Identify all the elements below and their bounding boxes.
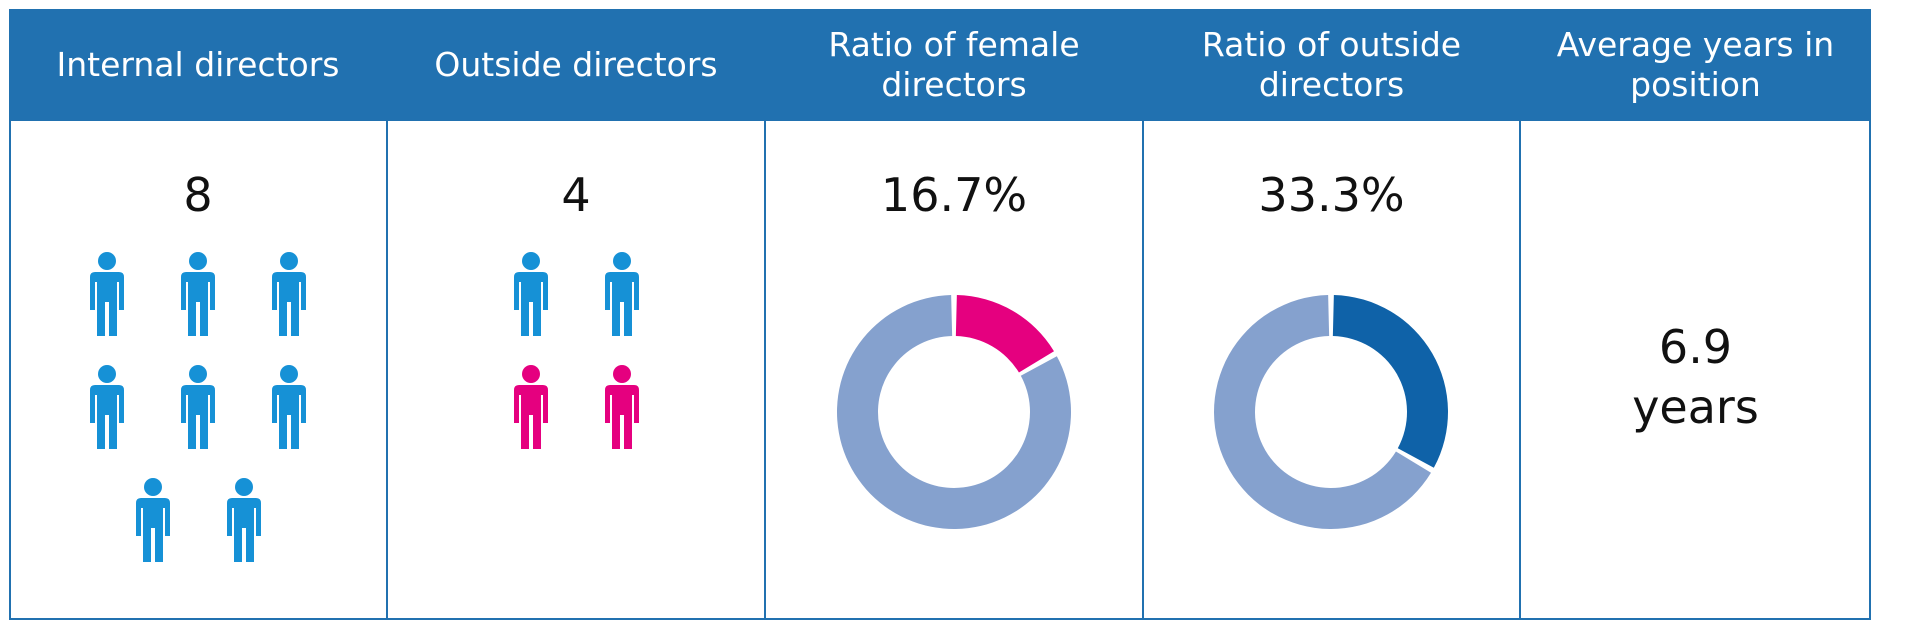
header-label: Average years in position [1556, 25, 1835, 104]
outside-directors-pictogram [514, 252, 639, 449]
column-outside-directors: Outside directors 4 [387, 9, 765, 620]
column-internal-directors: Internal directors 8 [9, 9, 387, 620]
average-years-number: 6.9 [1658, 320, 1733, 374]
column-divider [764, 9, 766, 620]
female-ratio-donut [837, 295, 1071, 530]
male-director-icon [181, 252, 215, 336]
average-years-value: 6.9 years [1520, 317, 1871, 437]
internal-directors-count: 8 [183, 168, 213, 222]
column-female-ratio: Ratio of female directors 16.7% [765, 9, 1143, 620]
header-outside-ratio: Ratio of outside directors [1143, 9, 1520, 121]
header-outside-directors: Outside directors [387, 9, 765, 121]
male-director-icon [181, 365, 215, 449]
column-divider [1519, 9, 1521, 620]
male-director-icon [136, 478, 170, 562]
header-label: Outside directors [434, 45, 718, 84]
outside-share-slice [1332, 295, 1448, 468]
male-director-icon [227, 478, 261, 562]
average-years-unit: years [1632, 380, 1759, 434]
header-label: Internal directors [56, 45, 340, 84]
header-average-years: Average years in position [1520, 9, 1871, 121]
board-composition-panel: Internal directors 8 Outside directors 4… [9, 9, 1871, 620]
column-average-years: Average years in position 6.9 years [1520, 9, 1871, 620]
female-director-icon [605, 365, 639, 449]
header-female-ratio: Ratio of female directors [765, 9, 1143, 121]
remaining-share-slice [837, 295, 1071, 530]
outside-ratio-donut [1214, 295, 1448, 529]
female-director-icon [514, 365, 548, 449]
female-share-slice [955, 295, 1054, 373]
column-divider [386, 9, 388, 620]
male-director-icon [605, 252, 639, 336]
outside-ratio-value: 33.3% [1258, 168, 1405, 222]
male-director-icon [514, 252, 548, 336]
male-director-icon [90, 252, 124, 336]
header-label: Ratio of female directors [828, 25, 1080, 104]
column-divider [1142, 9, 1144, 620]
remaining-share-slice [1214, 295, 1431, 529]
header-label: Ratio of outside directors [1201, 25, 1462, 104]
outside-directors-count: 4 [561, 168, 591, 222]
male-director-icon [90, 365, 124, 449]
internal-directors-pictogram [90, 252, 306, 562]
male-director-icon [272, 252, 306, 336]
female-ratio-value: 16.7% [880, 168, 1028, 222]
column-outside-ratio: Ratio of outside directors 33.3% [1143, 9, 1520, 620]
male-director-icon [272, 365, 306, 449]
header-internal-directors: Internal directors [9, 9, 387, 121]
